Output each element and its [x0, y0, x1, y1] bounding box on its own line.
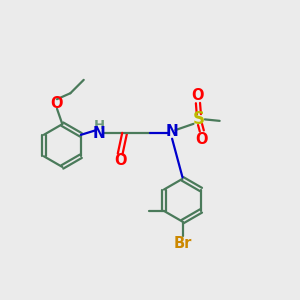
Text: O: O [192, 88, 204, 104]
Text: H: H [94, 118, 105, 131]
Text: O: O [114, 153, 126, 168]
Text: O: O [196, 131, 208, 146]
Text: N: N [166, 124, 178, 140]
Text: N: N [93, 126, 106, 141]
Text: S: S [193, 110, 205, 128]
Text: O: O [51, 96, 63, 111]
Text: Br: Br [173, 236, 192, 250]
